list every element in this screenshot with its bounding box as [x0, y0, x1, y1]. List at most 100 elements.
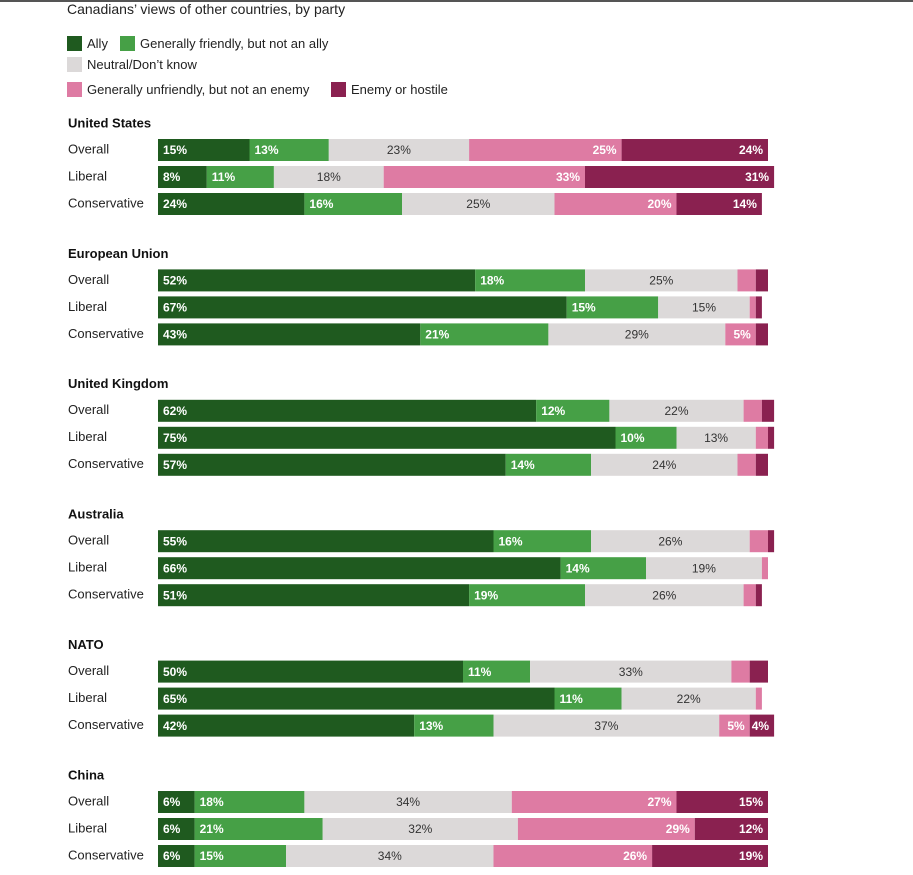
row-label-australia-liberal: Liberal: [68, 560, 107, 575]
bar-label-united-states-overall-neutral: 23%: [387, 143, 411, 157]
bar-united-kingdom-conservative-neutral: [591, 453, 738, 476]
bar-label-european-union-conservative-neutral: 29%: [625, 328, 649, 342]
bar-australia-liberal-ally: [158, 557, 561, 580]
legend-swatch-unfriendly: [67, 82, 82, 97]
bar-australia-overall-ally: [158, 530, 494, 553]
bar-australia-conservative-unfriendly: [743, 584, 756, 607]
bar-nato-conservative-enemy: [749, 714, 775, 737]
row-label-australia-overall: Overall: [68, 533, 109, 548]
bar-label-china-overall-enemy: 15%: [739, 795, 763, 809]
bar-label-china-conservative-unfriendly: 26%: [623, 849, 647, 863]
bar-european-union-overall-unfriendly: [737, 269, 756, 292]
top-rule: [0, 0, 913, 2]
bar-china-overall-friendly: [194, 791, 305, 813]
group-title-china: China: [68, 767, 105, 782]
row-label-nato-conservative: Conservative: [68, 717, 144, 732]
legend-item-unfriendly: Generally unfriendly, but not an enemy: [67, 82, 309, 97]
bar-australia-conservative-friendly: [469, 584, 585, 607]
bar-label-united-states-overall-ally: 15%: [163, 143, 187, 157]
bar-china-liberal-enemy: [694, 818, 768, 840]
bar-nato-overall-ally: [158, 660, 463, 683]
row-label-united-states-overall: Overall: [68, 141, 109, 156]
bar-label-australia-liberal-friendly: 14%: [566, 561, 590, 575]
bar-label-european-union-overall-friendly: 18%: [480, 274, 504, 288]
bar-label-united-kingdom-conservative-ally: 57%: [163, 458, 187, 472]
bar-label-australia-conservative-friendly: 19%: [474, 588, 498, 602]
row-label-european-union-conservative: Conservative: [68, 326, 144, 341]
bar-china-liberal-friendly: [194, 818, 323, 840]
bar-australia-liberal-neutral: [646, 557, 762, 580]
bar-china-conservative-enemy: [652, 845, 768, 867]
bar-united-kingdom-conservative-enemy: [755, 453, 768, 476]
bar-australia-liberal-friendly: [560, 557, 646, 580]
row-label-china-liberal: Liberal: [68, 820, 107, 835]
bar-label-united-states-conservative-friendly: 16%: [309, 197, 333, 211]
legend-label-enemy: Enemy or hostile: [351, 82, 448, 97]
bar-label-nato-liberal-friendly: 11%: [560, 692, 584, 706]
row-label-european-union-overall: Overall: [68, 272, 109, 287]
bar-label-australia-overall-friendly: 16%: [499, 534, 523, 548]
bar-label-nato-conservative-enemy: 4%: [752, 719, 770, 733]
bar-label-china-conservative-friendly: 15%: [200, 849, 224, 863]
bar-label-united-states-liberal-enemy: 31%: [745, 170, 769, 184]
bar-label-united-kingdom-conservative-neutral: 24%: [652, 458, 676, 472]
legend-item-neutral: Neutral/Don’t know: [67, 57, 197, 72]
bar-european-union-liberal-friendly: [566, 296, 659, 319]
bar-european-union-overall-ally: [158, 269, 476, 292]
legend-label-ally: Ally: [87, 36, 108, 51]
bar-label-united-states-overall-unfriendly: 25%: [593, 143, 617, 157]
bar-european-union-conservative-ally: [158, 323, 421, 346]
bar-nato-overall-friendly: [463, 660, 531, 683]
bar-china-overall-enemy: [676, 791, 768, 813]
row-label-united-states-conservative: Conservative: [68, 195, 144, 210]
bar-label-china-conservative-enemy: 19%: [739, 849, 763, 863]
bar-united-kingdom-liberal-ally: [158, 426, 616, 449]
bar-label-nato-conservative-neutral: 37%: [594, 719, 618, 733]
bar-european-union-overall-neutral: [585, 269, 738, 292]
bar-united-states-liberal-neutral: [273, 166, 384, 188]
bar-united-states-overall-enemy: [621, 139, 768, 161]
bar-european-union-conservative-enemy: [755, 323, 768, 346]
row-label-nato-overall: Overall: [68, 663, 109, 678]
bar-label-nato-overall-neutral: 33%: [619, 665, 643, 679]
bar-european-union-conservative-neutral: [548, 323, 726, 346]
bar-label-european-union-conservative-friendly: 21%: [425, 328, 449, 342]
legend-label-neutral: Neutral/Don’t know: [87, 57, 197, 72]
bar-label-united-kingdom-liberal-neutral: 13%: [704, 431, 728, 445]
bar-label-nato-liberal-neutral: 22%: [677, 692, 701, 706]
group-title-australia: Australia: [68, 507, 124, 522]
group-title-european-union: European Union: [68, 246, 168, 261]
bar-united-kingdom-conservative-unfriendly: [737, 453, 756, 476]
bar-united-states-conservative-unfriendly: [554, 193, 677, 215]
bar-australia-overall-friendly: [493, 530, 592, 553]
bar-nato-conservative-unfriendly: [719, 714, 750, 737]
bar-australia-conservative-enemy: [755, 584, 762, 607]
bar-label-china-overall-ally: 6%: [163, 795, 181, 809]
bar-nato-overall-enemy: [749, 660, 768, 683]
bar-australia-conservative-neutral: [585, 584, 744, 607]
bar-label-china-liberal-enemy: 12%: [739, 822, 763, 836]
bar-label-australia-conservative-neutral: 26%: [652, 588, 676, 602]
bar-united-states-overall-unfriendly: [469, 139, 622, 161]
bar-australia-overall-enemy: [768, 530, 775, 553]
legend-label-unfriendly: Generally unfriendly, but not an enemy: [87, 82, 310, 97]
bar-united-states-conservative-enemy: [676, 193, 762, 215]
bar-label-european-union-overall-neutral: 25%: [649, 274, 673, 288]
bar-united-kingdom-overall-enemy: [761, 399, 775, 422]
bar-label-united-states-liberal-unfriendly: 33%: [556, 170, 580, 184]
bar-united-kingdom-overall-neutral: [609, 399, 744, 422]
bar-european-union-liberal-enemy: [755, 296, 762, 319]
bar-nato-liberal-unfriendly: [755, 687, 762, 710]
bar-label-china-liberal-neutral: 32%: [408, 822, 432, 836]
bar-united-kingdom-conservative-ally: [158, 453, 506, 476]
row-label-nato-liberal: Liberal: [68, 690, 107, 705]
bar-european-union-liberal-unfriendly: [749, 296, 756, 319]
row-label-united-kingdom-liberal: Liberal: [68, 429, 107, 444]
bar-nato-liberal-friendly: [554, 687, 622, 710]
bar-label-nato-liberal-ally: 65%: [163, 692, 187, 706]
bar-label-australia-liberal-ally: 66%: [163, 561, 187, 575]
bar-china-conservative-neutral: [286, 845, 494, 867]
bar-china-liberal-neutral: [322, 818, 518, 840]
bar-european-union-conservative-friendly: [420, 323, 549, 346]
bar-united-states-overall-friendly: [249, 139, 329, 161]
